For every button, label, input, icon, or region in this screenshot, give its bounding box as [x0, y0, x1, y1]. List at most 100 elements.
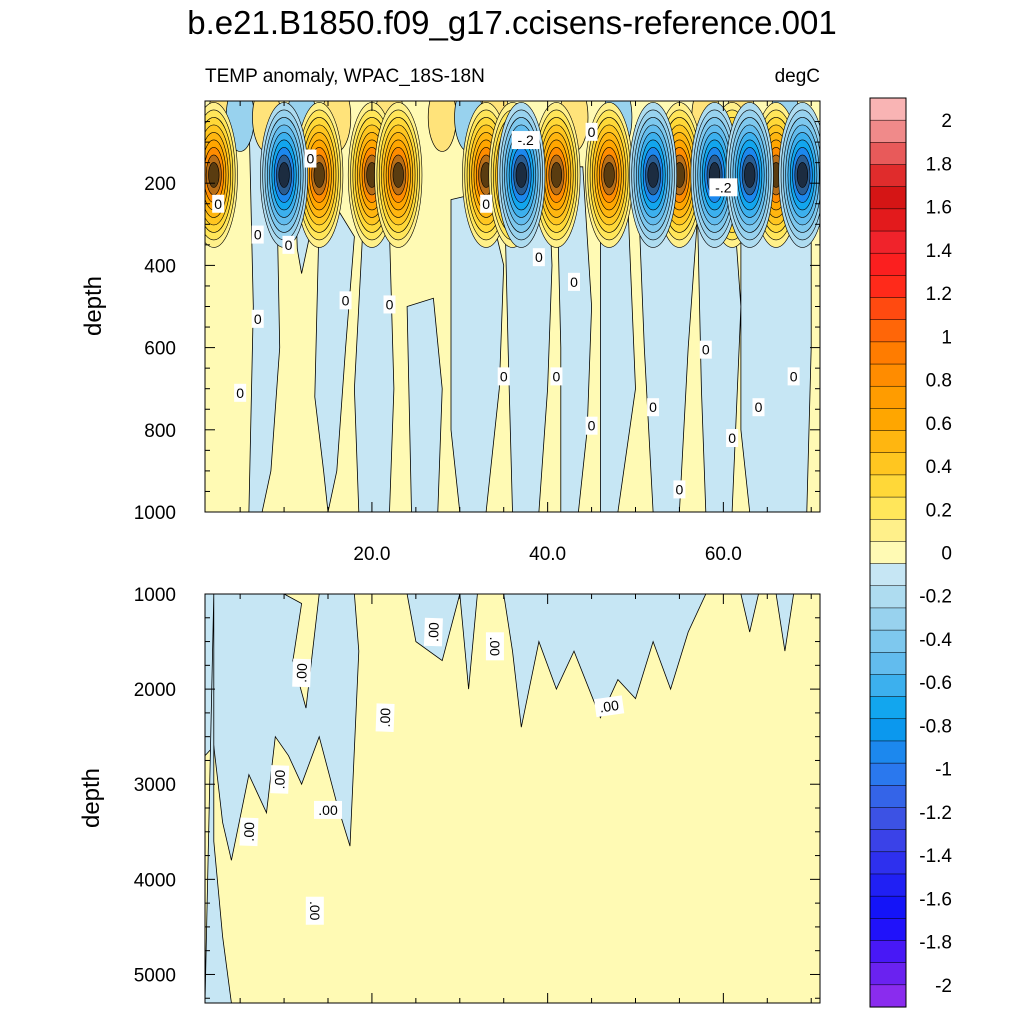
colorbar-label: 1.8 [926, 154, 952, 175]
upper-contour-label: 0 [386, 296, 394, 312]
contour-label-bg [239, 817, 259, 847]
lower-negative-region-2 [205, 594, 232, 1003]
lower-contour-label: .00 [598, 697, 620, 716]
colorbar-label: -1.4 [919, 846, 952, 867]
colorbar-frame [869, 97, 907, 1008]
colorbar-swatch [869, 962, 907, 986]
cold-core-5 [725, 102, 774, 248]
colorbar-label: 2 [941, 111, 952, 132]
colorbar-label: 0.8 [926, 371, 952, 392]
upper-contour-label: -.2 [518, 132, 535, 148]
colorbar-swatch [869, 785, 907, 809]
lower-contour-label: .00 [318, 802, 338, 818]
lower-panel: 1000 2000 3000 4000 5000 .00 .00 .00 .00 .00 .00.… [78, 585, 821, 1004]
cold-core-2 [497, 102, 546, 248]
colorbar-swatch [869, 895, 907, 919]
colorbar: 2 1.8 1.6 1.4 1.2 1 0.8 0.6 0.4 0.2 0 -0.2 -0.4 -0.6 -… [869, 97, 953, 1008]
lower-contour-label: .00 [307, 901, 323, 921]
warm-core-8 [585, 102, 634, 248]
colorbar-label: -0.2 [919, 587, 952, 608]
colorbar-label: -1.6 [919, 889, 952, 910]
colorbar-label: -2 [935, 976, 952, 997]
lower-contour-labels: .00 .00 .00 .00 .00 .00 .00 .00 .00 [239, 617, 625, 925]
upper-ytick-label: 600 [144, 339, 176, 360]
colorbar-label: 0 [941, 544, 952, 565]
lower-contour-label-group: .00 [375, 703, 395, 732]
colorbar-swatch [869, 430, 907, 454]
upper-contour-label: 0 [254, 227, 262, 243]
chart-title: b.e21.B1850.f09_g17.ccisens-reference.00… [187, 4, 836, 41]
contour-label-bg [282, 235, 295, 254]
contour-label-bg [726, 429, 739, 448]
lower-contour-label: .00 [293, 663, 310, 683]
colorbar-swatch [869, 541, 907, 565]
colorbar-swatch [869, 186, 907, 210]
lower-contour-label: .00 [487, 637, 503, 657]
colorbar-label: 1 [941, 327, 952, 348]
colorbar-swatch [869, 762, 907, 786]
upper-contour-label: 0 [588, 418, 596, 434]
upper-ytick-label: 1000 [134, 503, 176, 524]
upper-contour-label: 0 [755, 399, 763, 415]
colorbar-swatch [869, 97, 907, 121]
colorbar-swatch [869, 164, 907, 188]
upper-ytick-label: 200 [144, 174, 176, 195]
colorbar-swatch [869, 518, 907, 542]
colorbar-swatch [869, 918, 907, 942]
colorbar-swatch [869, 829, 907, 853]
lower-plot-frame [204, 593, 821, 1004]
lower-contour-field [205, 594, 820, 1003]
upper-contour-label: 0 [790, 368, 798, 384]
lower-contour-label-group: .00 [239, 817, 259, 847]
upper-contour-label: 0 [535, 249, 543, 265]
colorbar-label: 0.4 [926, 457, 953, 478]
upper-negative-region-3 [314, 207, 355, 512]
upper-contour-label: 0 [285, 237, 293, 253]
colorbar-swatch [869, 940, 907, 964]
contour-label-bg [270, 765, 290, 794]
colorbar-label: 1.6 [926, 198, 952, 219]
upper-xtick-label: 60.0 [705, 544, 742, 565]
upper-contour-label: 0 [702, 342, 710, 358]
upper-axes: 20.0 40.0 60.0 200 400 600 800 1000 [134, 101, 820, 565]
upper-xtick-label: 20.0 [353, 544, 390, 565]
colorbar-label: -1.2 [919, 803, 952, 824]
colorbar-swatch [869, 674, 907, 698]
contour-label-bg [383, 295, 396, 314]
upper-surface-cell-7 [427, 101, 457, 152]
colorbar-swatch [869, 230, 907, 254]
lower-ytick-label: 4000 [134, 870, 176, 891]
upper-contour-labels: 0 0 0 0 0 0 0 0 0 0 0 0 0 0 0 0 0 0 0 0 0 -.2 -.2 [212, 122, 800, 499]
colorbar-label: -0.8 [919, 716, 952, 737]
colorbar-swatch [869, 385, 907, 409]
colorbar-swatch [869, 363, 907, 387]
upper-ytick-label: 800 [144, 421, 176, 442]
colorbar-swatch [869, 984, 907, 1008]
cold-core-1 [260, 102, 309, 248]
contour-label-bg [585, 122, 598, 141]
contour-label-bg [497, 367, 510, 386]
contour-label-bg [423, 617, 443, 647]
upper-contour-label: 0 [649, 399, 657, 415]
chart-subtitle-left: TEMP anomaly, WPAC_18S-18N [205, 66, 485, 87]
colorbar-label: 0.2 [926, 500, 952, 521]
upper-contour-label: 0 [254, 311, 262, 327]
upper-contour-field [205, 101, 820, 512]
upper-contour-label: 0 [342, 292, 350, 308]
upper-contour-label: 0 [236, 385, 244, 401]
lower-contour-label-group: .00 [305, 896, 324, 925]
contour-label-bg [585, 416, 598, 435]
lower-contour-label-group: .00 [292, 658, 312, 688]
colorbar-swatch [869, 142, 907, 166]
colorbar-swatch [869, 408, 907, 432]
contour-label-bg [305, 896, 324, 925]
warm-core-4 [374, 102, 423, 248]
contour-label-bg [480, 194, 493, 213]
contour-label-bg [485, 632, 504, 661]
upper-contour-label: 0 [307, 151, 315, 167]
lower-ytick-label: 5000 [134, 965, 176, 986]
lower-contour-label: .00 [377, 707, 394, 727]
warm-core-1 [205, 102, 238, 248]
